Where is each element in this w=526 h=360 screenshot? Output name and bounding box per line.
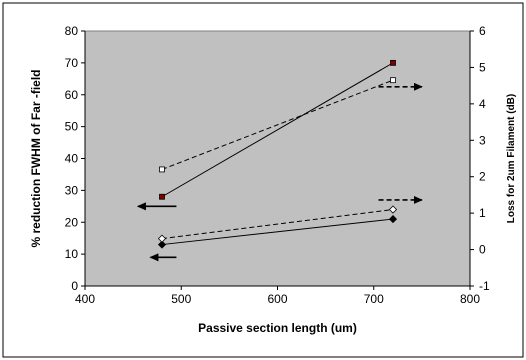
y2-tick-label: 3	[479, 133, 486, 147]
y-axis-title: % reduction FWHM of Far -field	[29, 70, 43, 248]
y2-tick-label: 2	[479, 170, 486, 184]
x-axis-title: Passive section length (um)	[198, 321, 357, 335]
y2-tick-label: 0	[479, 243, 486, 257]
series-2-line	[161, 79, 394, 170]
series-1-line	[161, 62, 394, 198]
series-4-point	[388, 205, 398, 214]
series-1-point	[390, 59, 396, 66]
x-tick-label: 500	[171, 292, 191, 306]
y2-tick-label: 5	[479, 60, 486, 74]
x-tick-label: 700	[364, 292, 384, 306]
y-tick-label: 70	[65, 56, 79, 70]
y-tick-label: 60	[65, 88, 79, 102]
y-tick-label: 40	[65, 152, 79, 166]
x-tick-label: 400	[75, 292, 95, 306]
series-2-point	[390, 77, 396, 84]
series-2-point	[159, 166, 165, 173]
axes: 400 500 600 700 800 0 10 20 30 40 50 60 70 80 -1 0 1 2 3 4 5…	[65, 24, 490, 306]
series-3-point	[388, 214, 398, 224]
y2-tick-label: 1	[479, 206, 486, 220]
y-tick-label: 10	[65, 247, 79, 261]
y-tick-label: 50	[65, 120, 79, 134]
series-3-line	[161, 218, 394, 246]
series-3-point	[157, 240, 167, 249]
y-tick-label: 80	[65, 24, 79, 38]
annotation-layer	[136, 82, 423, 262]
y-tick-label: 0	[71, 279, 78, 293]
series-4-point	[157, 234, 167, 243]
x-tick-label: 800	[460, 292, 480, 306]
y-tick-label: 20	[65, 215, 79, 229]
plot-area	[84, 30, 471, 287]
x-tick-label: 600	[267, 292, 287, 306]
y-tick-label: 30	[65, 183, 79, 197]
y2-tick-label: 6	[479, 24, 486, 38]
y2-tick-label: -1	[479, 279, 490, 293]
y2-axis-title: Loss for 2um Filament (dB)	[506, 94, 517, 223]
y2-tick-label: 4	[479, 97, 486, 111]
series-4-line	[161, 209, 394, 240]
series-1-point	[159, 193, 165, 200]
series-layer	[157, 59, 398, 249]
